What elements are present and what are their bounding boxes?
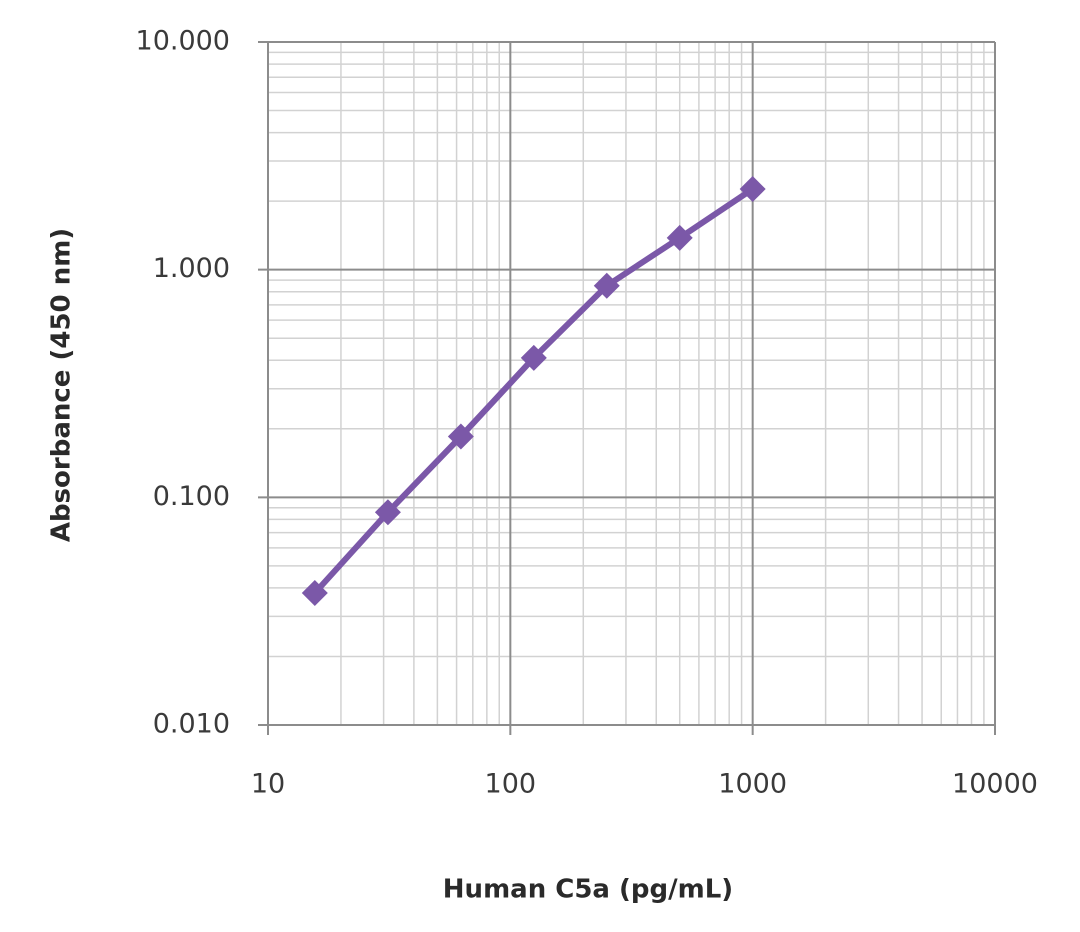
data-point (593, 272, 620, 299)
data-point (666, 224, 693, 251)
y-tick-label: 0.010 (153, 709, 230, 740)
data-point (520, 344, 547, 371)
y-axis-title: Absorbance (450 nm) (47, 228, 77, 542)
y-tick-label: 10.000 (136, 26, 230, 57)
data-point (447, 423, 474, 450)
x-tick-label: 100 (485, 769, 537, 800)
x-axis-title: Human C5a (pg/mL) (443, 875, 733, 905)
x-tick-label: 10000 (952, 769, 1038, 800)
x-tick-label: 10 (251, 769, 285, 800)
x-tick-label: 1000 (718, 769, 787, 800)
y-tick-label: 0.100 (153, 481, 230, 512)
data-point (301, 580, 328, 607)
data-point (739, 176, 766, 203)
data-point (374, 499, 401, 526)
y-tick-label: 1.000 (153, 253, 230, 284)
